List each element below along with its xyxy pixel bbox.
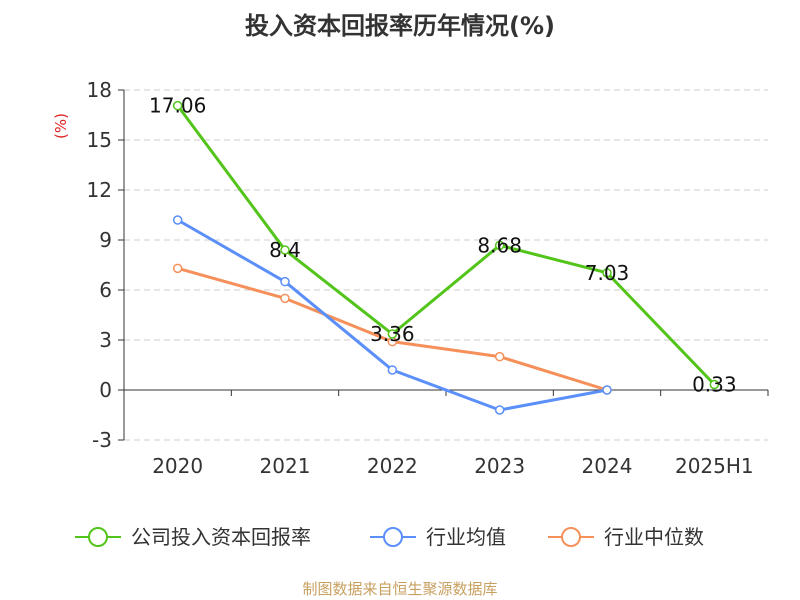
data-label: 3.36: [370, 322, 415, 346]
data-label: 17.06: [149, 94, 206, 118]
series-point: [387, 329, 398, 339]
legend-label: 行业中位数: [604, 525, 704, 549]
legend-label: 公司投入资本回报率: [131, 525, 311, 549]
legend-marker: [383, 527, 403, 547]
series-point: [172, 100, 183, 111]
series-point: [494, 405, 505, 415]
y-tick-label: 6: [99, 278, 112, 302]
series-point: [172, 215, 183, 225]
series-point: [280, 276, 290, 287]
y-tick-label: 3: [99, 328, 112, 352]
series-point: [709, 379, 720, 390]
series-lines: [172, 100, 720, 415]
series-point: [387, 365, 398, 375]
legend: 公司投入资本回报率 行业均值 行业中位数: [75, 525, 704, 549]
legend-label: 行业均值: [426, 525, 506, 549]
y-tick-label: 18: [87, 78, 112, 102]
y-axis-unit-label: (%): [52, 113, 70, 139]
series-point: [280, 293, 290, 304]
y-tick-label: 0: [99, 378, 112, 402]
series-point: [494, 240, 505, 251]
x-tick-label: 2020: [152, 454, 203, 478]
series-point: [602, 268, 612, 278]
data-label: 0.33: [692, 373, 737, 397]
data-labels: 17.06 8.4 3.36 8.68 7.03 0.33: [149, 94, 737, 397]
data-label: 8.68: [477, 233, 522, 257]
axes: -3 0 3 6 9 12 15 18 2020 2021 2022 2023 2024 2025H1 (%…: [52, 78, 769, 478]
y-tick-label: 12: [87, 178, 112, 202]
y-tick-label: 9: [99, 228, 112, 252]
data-label: 7.03: [585, 261, 630, 285]
series-line: [176, 104, 716, 386]
series-line: [176, 218, 608, 412]
grid-lines: [124, 89, 768, 441]
data-source-note: 制图数据来自恒生聚源数据库: [302, 580, 498, 598]
x-tick-label: 2021: [260, 454, 311, 478]
y-tick-label: -3: [92, 428, 112, 452]
data-label: 8.4: [269, 238, 301, 262]
x-tick-label: 2025H1: [675, 454, 754, 478]
chart-title: 投入资本回报率历年情况(%): [245, 12, 555, 40]
legend-marker: [561, 527, 581, 547]
series-point: [494, 351, 505, 362]
series-point: [172, 263, 183, 274]
series-point: [280, 245, 290, 255]
x-tick-label: 2023: [474, 454, 525, 478]
legend-marker: [88, 527, 108, 547]
x-tick-label: 2022: [367, 454, 418, 478]
x-tick-label: 2024: [582, 454, 633, 478]
y-tick-label: 15: [87, 128, 112, 152]
series-point: [602, 385, 612, 395]
